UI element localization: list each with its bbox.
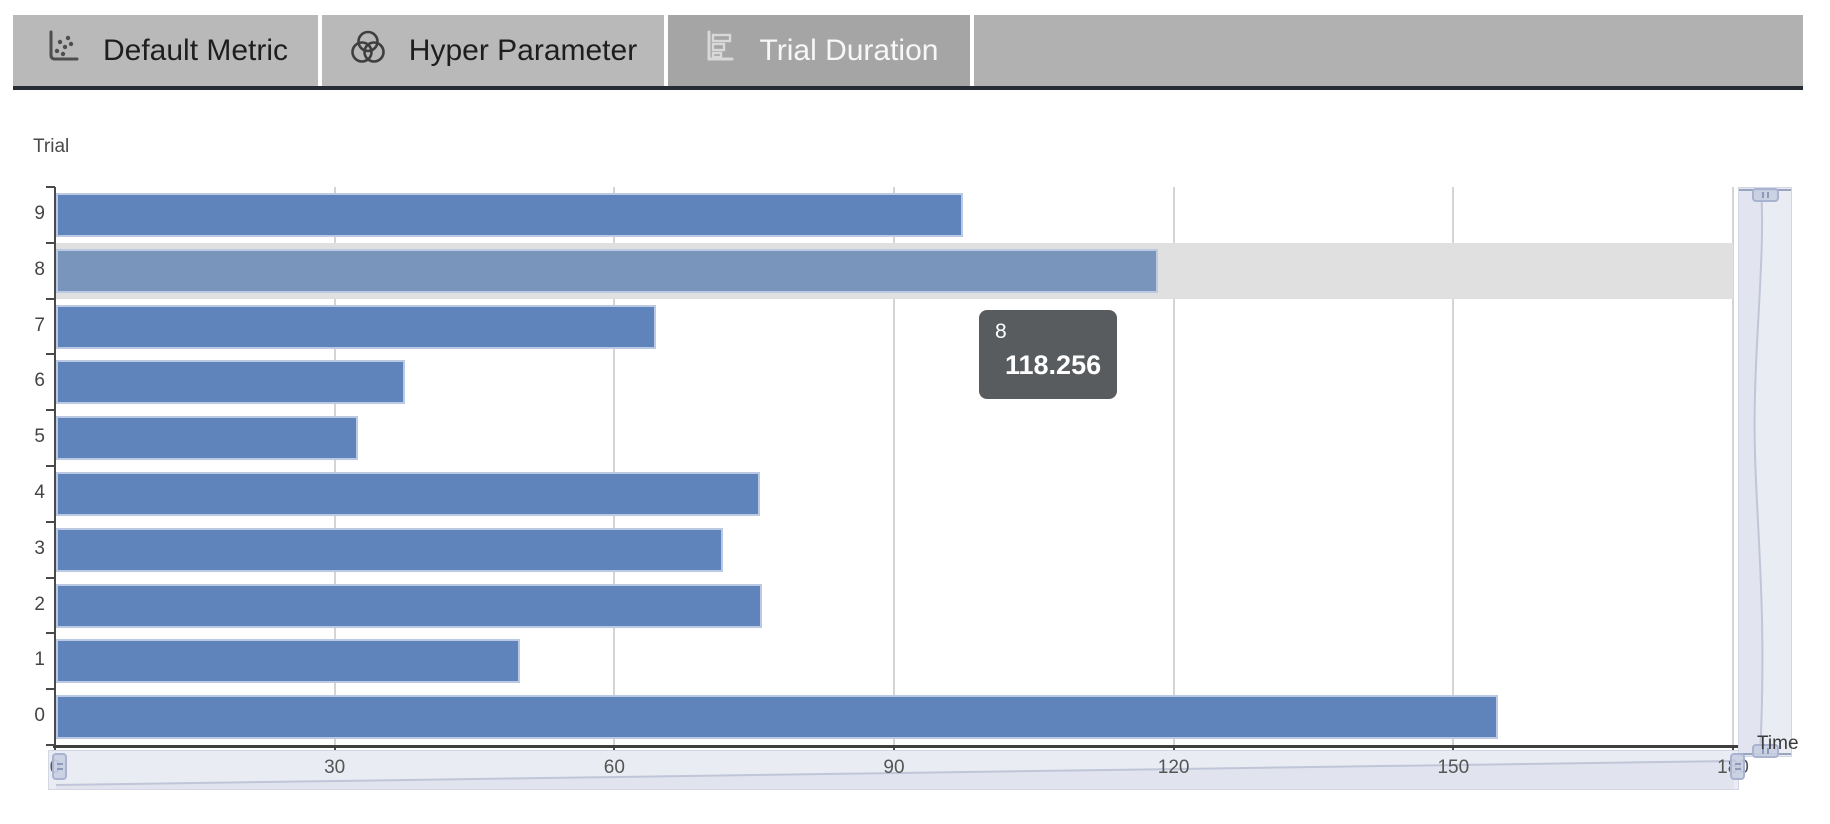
- y-datazoom-top-handle[interactable]: [1752, 188, 1779, 202]
- scatter-chart-icon: [43, 28, 81, 74]
- trial-duration-bar[interactable]: [56, 416, 358, 461]
- tooltip-value: 118.256: [1005, 350, 1102, 380]
- trial-duration-bar[interactable]: [56, 583, 762, 628]
- x-axis-line: [53, 745, 1740, 748]
- view-tabbar: Default Metric Hyper Parameter: [13, 15, 1803, 90]
- y-category-label: 3: [34, 537, 45, 559]
- x-gridline: [1172, 187, 1175, 745]
- trial-duration-bar[interactable]: [56, 695, 1498, 740]
- tab-trial-duration[interactable]: Trial Duration: [668, 15, 970, 86]
- tabbar-filler: [974, 15, 1803, 86]
- x-tick-label: 30: [324, 757, 346, 778]
- y-category-label: 0: [34, 705, 45, 727]
- y-axis-tick: [46, 353, 55, 356]
- x-tick-label: 150: [1437, 757, 1470, 778]
- y-category-label: 9: [34, 202, 45, 224]
- tooltip: 8 118.256: [979, 310, 1117, 399]
- y-datazoom-slider[interactable]: [1738, 187, 1792, 757]
- trial-duration-bar[interactable]: [56, 471, 760, 516]
- x-datazoom-right-handle[interactable]: [1730, 753, 1745, 780]
- trial-duration-bar[interactable]: [56, 527, 723, 572]
- trial-duration-bar[interactable]: [56, 360, 405, 405]
- x-datazoom-left-handle[interactable]: [52, 753, 67, 780]
- y-category-label: 4: [34, 481, 45, 503]
- trial-duration-bar[interactable]: [56, 304, 656, 349]
- tooltip-category: 8: [995, 320, 1007, 343]
- y-axis-line: [54, 187, 56, 747]
- x-gridline: [1732, 187, 1734, 745]
- y-axis-tick: [46, 297, 55, 300]
- x-gridline: [333, 187, 336, 745]
- horizontal-bar-chart-icon: [700, 28, 738, 74]
- y-axis-tick: [46, 465, 55, 467]
- x-gridline: [613, 187, 616, 745]
- y-axis-tick: [46, 576, 55, 579]
- tab-default-metric[interactable]: Default Metric: [13, 15, 318, 86]
- y-datazoom-bottom-handle[interactable]: [1752, 744, 1779, 758]
- y-axis-tick: [46, 520, 55, 523]
- y-category-label: 2: [34, 593, 45, 615]
- y-category-label: 7: [34, 314, 45, 336]
- x-tick-label: 120: [1157, 757, 1190, 778]
- x-axis-title: Time: [1757, 733, 1799, 754]
- y-category-label: 8: [34, 258, 45, 280]
- y-category-label: 1: [34, 649, 45, 671]
- y-category-label: 5: [34, 426, 45, 448]
- y-axis-tick: [46, 186, 55, 188]
- x-gridline: [893, 187, 895, 745]
- x-datazoom-slider[interactable]: [48, 750, 1739, 790]
- tab-hyper-parameter[interactable]: Hyper Parameter: [322, 15, 664, 86]
- x-tick-label: 60: [603, 757, 625, 778]
- tab-label: Default Metric: [102, 33, 289, 67]
- x-gridline: [1452, 187, 1455, 745]
- trial-duration-bar[interactable]: [56, 192, 963, 237]
- y-axis-tick: [46, 409, 55, 412]
- y-axis-title: Trial: [33, 136, 70, 157]
- tab-label: Trial Duration: [759, 33, 939, 67]
- tab-label: Hyper Parameter: [408, 33, 638, 67]
- y-category-label: 6: [34, 370, 45, 392]
- y-axis-tick: [46, 744, 55, 746]
- trial-duration-bar[interactable]: [56, 248, 1158, 293]
- venn-circles-icon: [349, 28, 387, 74]
- trial-duration-bar[interactable]: [56, 639, 520, 684]
- y-axis-tick: [46, 688, 55, 691]
- y-axis-tick: [46, 632, 55, 635]
- x-tick-label: 90: [883, 757, 905, 778]
- y-axis-tick: [46, 241, 55, 244]
